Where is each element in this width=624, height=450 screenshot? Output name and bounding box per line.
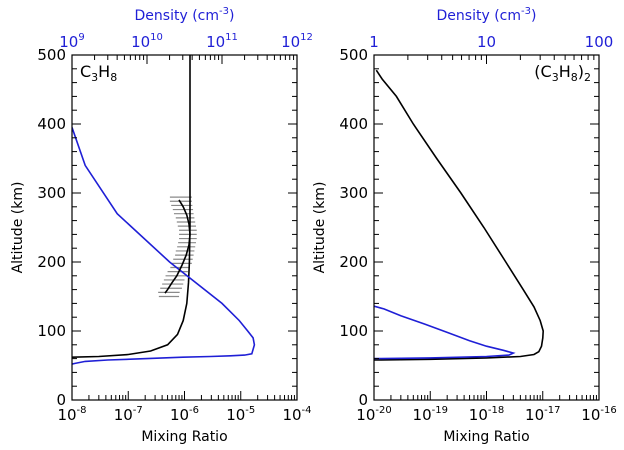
y-tick-label: 500 xyxy=(339,46,368,64)
series-line-0 xyxy=(374,69,545,361)
top-tick-label: 109 xyxy=(59,32,84,51)
top-tick-label: 1010 xyxy=(131,32,163,51)
x-tick-label: 10-20 xyxy=(356,405,391,424)
y-axis-title: Altitude (km) xyxy=(10,182,26,274)
plot-frame xyxy=(373,54,600,401)
x-tick-label: 10-18 xyxy=(469,405,504,424)
y-tick-label: 100 xyxy=(37,322,66,340)
y-tick-label: 0 xyxy=(56,391,66,409)
panel-c3h8: 0 100 200 300 400 500 10-8 10-7 10-6 10-5 10-4 109 1… xyxy=(10,6,313,445)
x-axis-title: Mixing Ratio xyxy=(443,429,529,445)
y-axis-title: Altitude (km) xyxy=(312,182,328,274)
y-tick-label: 300 xyxy=(339,184,368,202)
panel-label: C3H8 xyxy=(80,62,117,84)
top-tick-label: 10 xyxy=(477,33,496,51)
y-tick-label: 200 xyxy=(339,253,368,271)
top-tick-label: 100 xyxy=(585,33,614,51)
y-tick-label: 500 xyxy=(37,46,66,64)
y-tick-label: 100 xyxy=(339,322,368,340)
x-tick-label: 10-6 xyxy=(170,405,199,424)
error-bars xyxy=(158,196,197,298)
top-axis-title: Density (cm-3) xyxy=(437,6,537,24)
y-tick-label: 0 xyxy=(358,391,368,409)
series-line-0 xyxy=(72,55,191,358)
top-axis-title: Density (cm-3) xyxy=(135,6,235,24)
y-tick-label: 200 xyxy=(37,253,66,271)
x-tick-label: 10-19 xyxy=(413,405,448,424)
panel-label: (C3H8)2 xyxy=(534,62,591,84)
top-tick-label: 1 xyxy=(369,33,379,51)
y-tick-label: 400 xyxy=(339,115,368,133)
x-tick-label: 10-4 xyxy=(282,405,311,424)
series-line-1 xyxy=(72,127,256,365)
y-tick-label: 400 xyxy=(37,115,66,133)
x-tick-label: 10-8 xyxy=(57,405,86,424)
x-axis-title: Mixing Ratio xyxy=(141,429,227,445)
series-line-2 xyxy=(164,199,191,294)
plot-frame xyxy=(71,54,298,401)
x-tick-label: 10-17 xyxy=(525,405,560,424)
top-tick-label: 1011 xyxy=(206,32,238,51)
series-line-1 xyxy=(374,305,516,360)
top-tick-label: 1012 xyxy=(281,32,313,51)
y-tick-label: 300 xyxy=(37,184,66,202)
x-tick-label: 10-16 xyxy=(581,405,616,424)
x-tick-label: 10-7 xyxy=(114,405,143,424)
panel-c3h8-dimer: 0 100 200 300 400 500 10-20 10-19 10-18 10-17 10-1… xyxy=(312,6,617,445)
x-tick-label: 10-5 xyxy=(226,405,255,424)
